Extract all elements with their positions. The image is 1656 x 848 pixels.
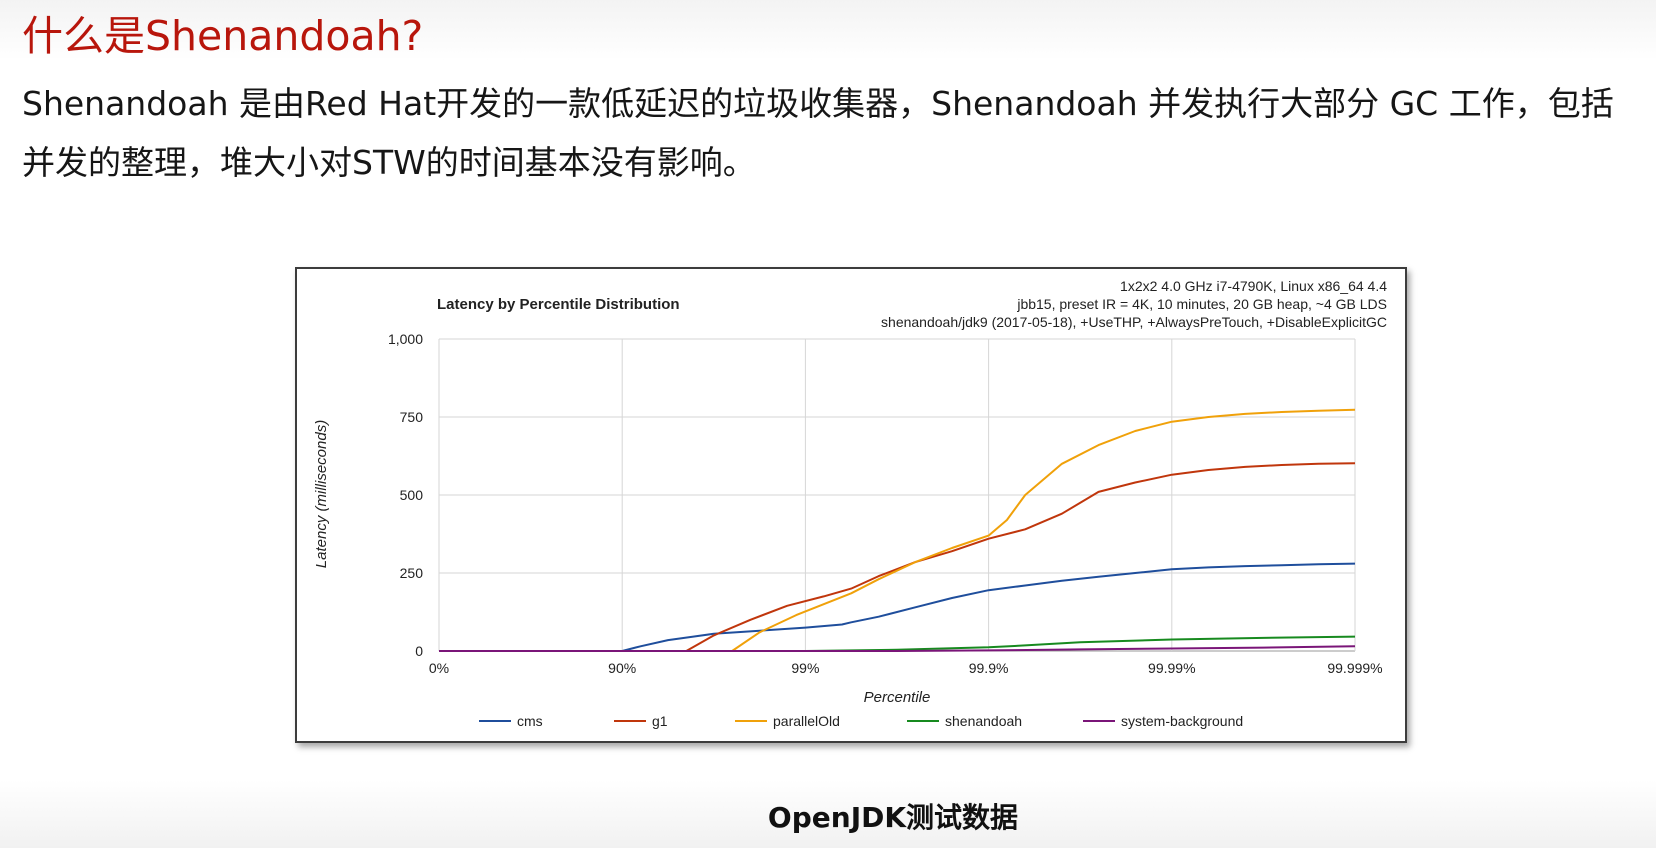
series-layer [439,408,1356,652]
legend: cms g1 parallelOld shenandoah system-backgro… [479,713,1243,729]
chart-caption: OpenJDK测试数据 [767,801,1019,834]
chart-svg: Latency by Percentile Distribution 1x2x2… [313,278,1387,729]
x-tick-label: 99.99% [1148,660,1195,676]
y-tick-label: 750 [400,409,424,425]
series-line-system-background [439,645,1356,652]
tick-layer: 0 250 500 750 1,000 0% 90% 99% 99.9% 99.99% 99.999… [388,331,1383,676]
chart-title: Latency by Percentile Distribution [437,296,680,313]
latency-chart: Latency by Percentile Distribution 1x2x2… [295,267,1407,743]
y-axis-label: Latency (milliseconds) [313,420,330,568]
series-line-parallelOld [439,408,1356,652]
series-line-cms [439,562,1356,652]
x-tick-label: 99.999% [1327,660,1382,676]
y-tick-label: 250 [400,565,424,581]
legend-label-system-background: system-background [1121,713,1243,729]
x-tick-label: 90% [608,660,636,676]
slide-title: 什么是Shenandoah? [22,12,424,60]
x-tick-label: 0% [429,660,449,676]
legend-label-cms: cms [517,713,543,729]
chart-subtitle-line-2: jbb15, preset IR = 4K, 10 minutes, 20 GB… [1016,296,1387,312]
y-tick-label: 500 [400,487,424,503]
legend-label-parallelOld: parallelOld [773,713,840,729]
chart-subtitle-line-3: shenandoah/jdk9 (2017-05-18), +UseTHP, +… [881,314,1387,330]
legend-label-g1: g1 [652,713,668,729]
x-tick-label: 99% [791,660,819,676]
x-tick-label: 99.9% [969,660,1009,676]
y-tick-label: 1,000 [388,331,423,347]
series-line-g1 [439,462,1356,652]
slide-body-text: Shenandoah 是由Red Hat开发的一款低延迟的垃圾收集器，Shena… [22,84,1614,182]
chart-subtitle-line-1: 1x2x2 4.0 GHz i7-4790K, Linux x86_64 4.4 [1120,278,1387,294]
y-tick-label: 0 [415,643,423,659]
grid-layer [438,338,1356,652]
x-axis-label: Percentile [864,689,931,706]
legend-label-shenandoah: shenandoah [945,713,1022,729]
